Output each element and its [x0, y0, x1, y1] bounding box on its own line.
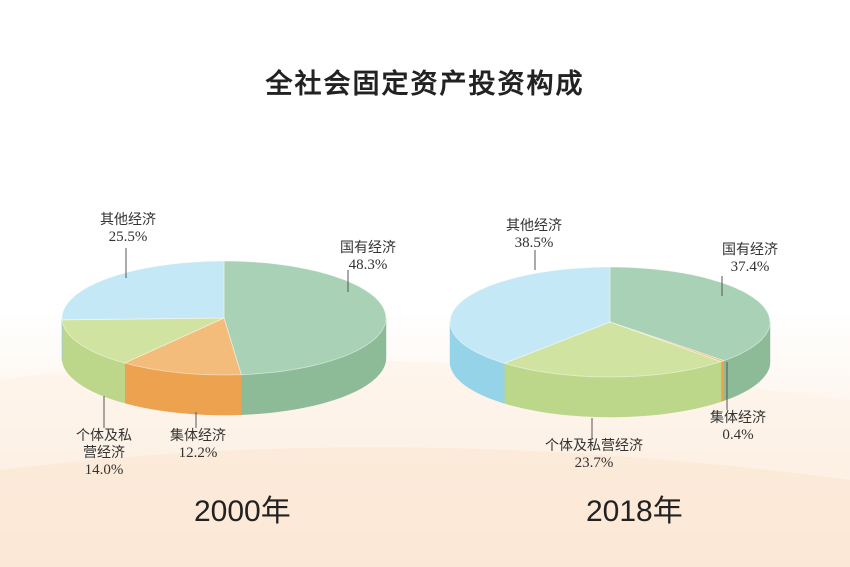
chart2-year-label: 2018年 [586, 495, 683, 528]
chart1-slice-other [61, 260, 225, 321]
chart1-label-other: 其他经济 25.5% [100, 212, 156, 245]
chart1-label-state: 国有经济 48.3% [340, 240, 396, 273]
chart2-slice-individual [502, 321, 723, 378]
chart2-slice-other [449, 266, 611, 364]
chart2-slice-state [609, 266, 771, 362]
chart1-slice-individual [61, 317, 225, 364]
chart2-label-individual: 个体及私营经济 23.7% [545, 438, 643, 471]
chart2-label-state: 国有经济 37.4% [722, 242, 778, 275]
chart1-year-label: 2000年 [194, 495, 291, 528]
page-title: 全社会固定资产投资构成 [265, 69, 585, 100]
chart1-slice-collective [123, 317, 242, 376]
chart1-label-collective: 集体经济 12.2% [170, 428, 226, 461]
chart1-label-individual: 个体及私 营经济 14.0% [76, 428, 132, 478]
chart1-slice-state [223, 260, 387, 376]
chart2-label-collective: 集体经济 0.4% [710, 410, 766, 443]
chart2-label-other: 其他经济 38.5% [506, 218, 562, 251]
chart2-side-collective [720, 360, 725, 402]
